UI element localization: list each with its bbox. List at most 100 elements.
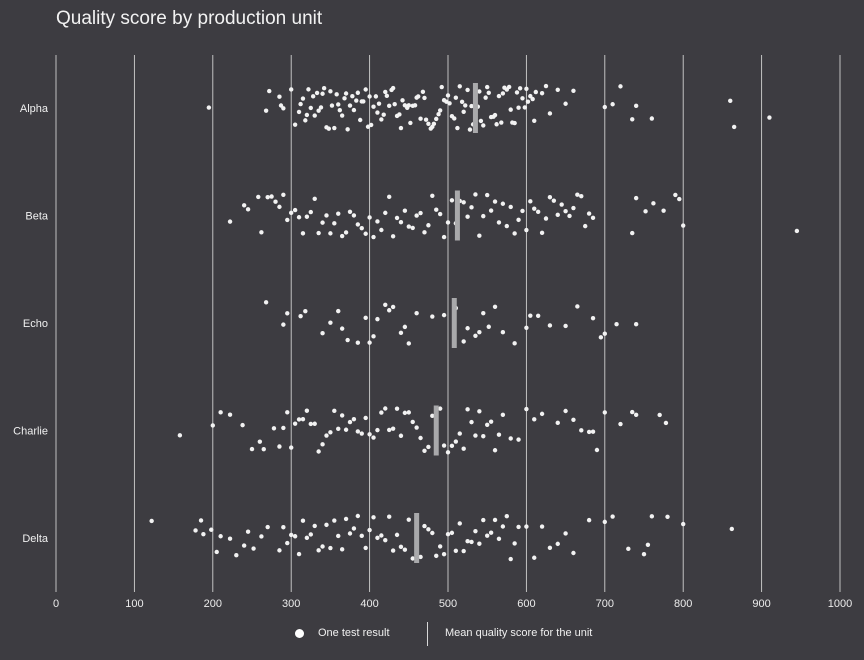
data-point xyxy=(481,213,486,219)
data-point xyxy=(485,422,490,428)
data-point xyxy=(359,431,364,436)
data-point xyxy=(426,527,431,532)
data-point xyxy=(316,108,321,113)
data-point xyxy=(367,527,372,533)
data-point xyxy=(532,118,537,123)
data-point xyxy=(320,331,325,336)
data-point xyxy=(177,433,183,438)
data-point xyxy=(361,99,366,104)
data-point xyxy=(437,211,443,217)
data-point xyxy=(559,202,564,207)
data-point xyxy=(430,413,435,419)
data-point xyxy=(508,436,513,441)
data-point xyxy=(563,408,568,414)
data-point xyxy=(649,514,655,519)
data-point xyxy=(363,415,368,421)
data-point xyxy=(312,421,317,426)
data-point xyxy=(402,324,408,330)
data-point xyxy=(633,195,639,201)
data-point xyxy=(547,111,553,116)
data-point xyxy=(312,196,317,201)
data-point xyxy=(533,89,539,95)
data-point xyxy=(551,198,557,203)
data-point xyxy=(477,409,482,414)
data-point xyxy=(351,107,357,113)
data-point xyxy=(610,514,615,519)
data-point xyxy=(379,410,384,415)
data-point xyxy=(539,91,545,96)
data-point xyxy=(387,308,392,313)
data-point xyxy=(459,99,465,105)
data-point xyxy=(379,227,384,233)
data-point xyxy=(633,321,639,327)
data-point xyxy=(367,215,372,220)
data-point xyxy=(336,426,341,432)
category-label: Alpha xyxy=(20,103,49,115)
data-point xyxy=(414,310,419,316)
data-point xyxy=(392,101,397,107)
data-point xyxy=(610,102,615,107)
data-point xyxy=(320,91,325,96)
data-point xyxy=(285,540,290,546)
data-point xyxy=(602,104,607,110)
data-point xyxy=(457,521,462,526)
data-point xyxy=(586,211,592,216)
data-point xyxy=(227,536,233,541)
data-point xyxy=(731,124,737,130)
data-point xyxy=(528,313,533,318)
data-point xyxy=(281,106,286,111)
data-point xyxy=(408,120,413,126)
data-point xyxy=(240,422,245,428)
data-point xyxy=(332,221,337,226)
data-point xyxy=(441,443,447,448)
data-point xyxy=(563,531,568,536)
data-point xyxy=(461,548,466,554)
data-point xyxy=(535,209,541,215)
data-point xyxy=(321,86,327,91)
data-point xyxy=(520,208,525,214)
data-point xyxy=(354,98,359,103)
data-point xyxy=(394,215,400,221)
data-point xyxy=(269,194,274,199)
data-point xyxy=(449,530,455,536)
data-point xyxy=(300,518,306,523)
data-point xyxy=(277,444,282,449)
data-point xyxy=(520,96,525,101)
data-point xyxy=(251,546,256,551)
data-point xyxy=(430,530,435,536)
data-point xyxy=(402,410,408,416)
data-point xyxy=(494,122,499,127)
x-tick-label: 500 xyxy=(439,598,457,610)
data-point xyxy=(571,205,576,211)
data-point xyxy=(347,103,353,108)
data-point xyxy=(351,213,357,218)
data-point xyxy=(398,433,404,438)
data-point xyxy=(426,223,431,228)
data-point xyxy=(285,410,290,415)
data-point xyxy=(304,112,310,118)
data-point xyxy=(281,525,286,530)
data-point xyxy=(368,122,374,128)
data-point xyxy=(575,304,580,309)
data-point xyxy=(508,107,513,112)
data-point xyxy=(308,421,313,427)
data-point xyxy=(193,528,198,533)
data-point xyxy=(673,192,678,198)
data-point xyxy=(371,104,376,109)
category-label: Delta xyxy=(22,533,49,545)
data-point xyxy=(371,515,376,520)
data-point xyxy=(339,413,345,418)
strip-plot: 0 100 200 300 400 500 600 700 800 900 1000 Alpha Be… xyxy=(13,55,852,610)
data-point xyxy=(375,316,380,322)
data-point xyxy=(434,116,439,122)
data-point xyxy=(594,447,600,453)
data-point xyxy=(289,445,294,450)
data-point xyxy=(422,523,427,529)
mean-markers xyxy=(414,83,478,563)
data-point xyxy=(436,111,441,117)
data-point xyxy=(485,192,490,198)
data-point xyxy=(320,544,325,549)
data-point xyxy=(590,215,596,221)
data-point xyxy=(643,209,648,214)
